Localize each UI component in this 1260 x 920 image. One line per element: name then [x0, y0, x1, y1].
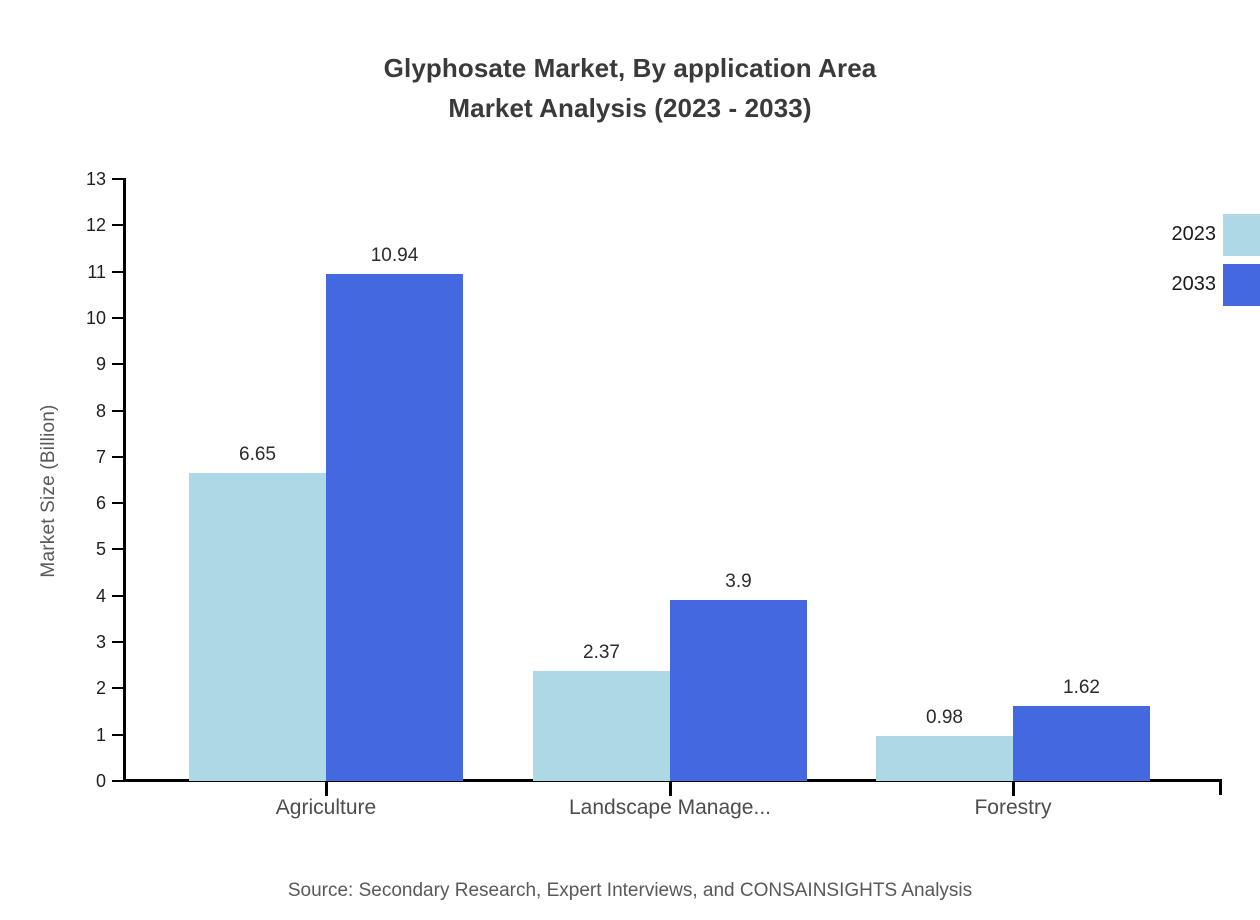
y-axis-tick-label: 8	[95, 400, 106, 421]
y-axis-tick-label: 6	[95, 493, 106, 514]
bar-2023-forestry[interactable]	[876, 735, 1013, 781]
legend: 2023 2033	[1110, 214, 1260, 314]
y-axis-tick-label: 11	[87, 261, 106, 282]
y-axis-tick-label: 9	[95, 354, 106, 375]
y-axis-tick	[112, 270, 125, 273]
plot-area	[125, 179, 1222, 781]
x-axis-category-label: Forestry	[974, 796, 1052, 819]
y-axis-tick	[112, 455, 125, 458]
bar-value-label: 6.65	[239, 444, 276, 466]
y-axis-tick-label: 2	[95, 678, 106, 699]
x-axis-end-cap	[1219, 779, 1222, 795]
bar-value-label: 2.37	[583, 642, 620, 664]
bar-2033-agriculture[interactable]	[326, 274, 463, 781]
legend-item-2033[interactable]: 2033	[1110, 264, 1260, 306]
y-axis-tick-label: 0	[95, 771, 106, 791]
y-axis-tick	[112, 363, 125, 366]
bar-value-label: 1.62	[1063, 676, 1100, 698]
bar-2023-agriculture[interactable]	[189, 473, 326, 781]
legend-swatch-2023	[1223, 214, 1260, 256]
bar-value-label: 0.98	[926, 706, 963, 728]
chart-title: Glyphosate Market, By application Area M…	[0, 48, 1260, 128]
y-axis-tick	[112, 594, 125, 597]
bar-value-label: 3.9	[725, 571, 752, 593]
y-axis-tick	[112, 687, 125, 690]
y-axis-tick-label: 4	[95, 585, 106, 606]
y-axis-tick	[112, 178, 125, 180]
bar-value-label: 10.94	[370, 245, 419, 267]
y-axis-spine	[123, 178, 126, 782]
x-axis-tick	[669, 782, 672, 796]
y-axis-tick-label: 7	[95, 446, 106, 467]
chart-title-line-1: Glyphosate Market, By application Area	[383, 53, 877, 83]
bar-2023-landscapemanage[interactable]	[533, 671, 670, 781]
legend-swatch-2033	[1223, 264, 1260, 306]
y-axis-tick-label: 1	[95, 724, 106, 745]
y-axis-tick	[112, 316, 125, 319]
y-axis-tick-label: 5	[95, 539, 106, 560]
legend-label-2033: 2033	[1171, 273, 1217, 295]
y-axis-tick-label: 12	[85, 215, 106, 236]
y-axis-tick	[112, 502, 125, 505]
y-axis-tick	[112, 409, 125, 412]
x-axis-tick	[1012, 782, 1015, 796]
source-note: Source: Secondary Research, Expert Inter…	[287, 880, 973, 901]
y-axis-tick	[112, 224, 125, 227]
legend-label-2023: 2023	[1171, 223, 1217, 245]
y-axis-tick-label: 3	[95, 632, 106, 653]
y-axis-tick	[112, 641, 125, 644]
y-axis-tick	[112, 733, 125, 736]
x-axis-category-label: Landscape Manage...	[569, 796, 771, 819]
legend-item-2023[interactable]: 2023	[1110, 214, 1260, 256]
bar-2033-landscapemanage[interactable]	[670, 600, 807, 781]
y-axis-tick-label: 10	[85, 307, 106, 328]
y-axis-tick-label: 13	[85, 169, 106, 189]
y-axis-tick	[112, 548, 125, 551]
x-axis-category-label: Agriculture	[275, 796, 377, 819]
y-axis-tick	[112, 780, 125, 782]
x-axis-tick	[325, 782, 328, 796]
chart-title-line-2: Market Analysis (2023 - 2033)	[448, 93, 812, 123]
bar-2033-forestry[interactable]	[1013, 705, 1150, 781]
